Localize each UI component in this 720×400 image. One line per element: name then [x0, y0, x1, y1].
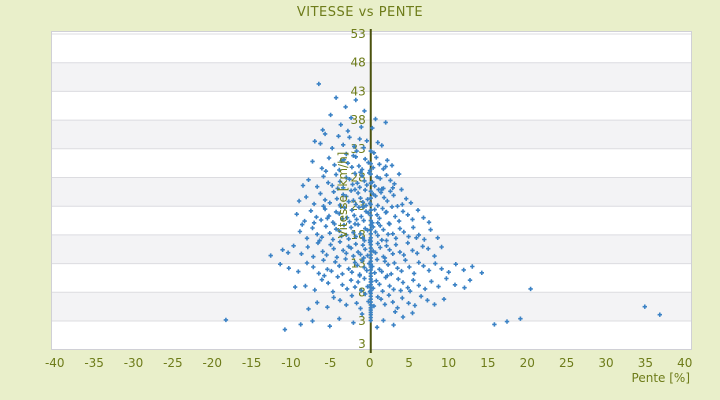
- x-tick-label: 5: [405, 356, 413, 370]
- y-tick-label: 48: [350, 56, 365, 70]
- chart-title: VITESSE vs PENTE: [296, 5, 424, 20]
- x-tick-label: -5: [324, 356, 337, 370]
- x-tick-label: 15: [480, 356, 496, 370]
- x-tick-label: 20: [519, 356, 535, 370]
- y-axis-title: Vitesse [km/h]: [336, 151, 350, 239]
- y-axis-min-label: 3: [358, 337, 366, 351]
- y-tick-label: 43: [350, 84, 365, 98]
- x-axis-title: Pente [%]: [631, 371, 690, 385]
- plot-area: 53 48 43 38 33 28 23 18 13 8 3 3: [51, 27, 692, 353]
- x-tick-label: -10: [281, 356, 301, 370]
- y-tick-label: 53: [350, 27, 365, 41]
- x-tick-label: -40: [44, 356, 65, 370]
- x-tick-label: -35: [84, 356, 104, 370]
- x-tick-label: -20: [202, 356, 223, 370]
- x-tick-label: 40: [677, 356, 693, 370]
- x-tick-label: 0: [365, 356, 374, 370]
- y-tick-label: 38: [350, 113, 365, 127]
- x-tick-label: 10: [440, 356, 457, 370]
- x-tick-label: -25: [163, 356, 183, 370]
- data-points: [223, 81, 662, 332]
- x-tick-label: 25: [558, 356, 575, 370]
- y-tick-label: 3: [358, 314, 366, 328]
- x-tick-label: 30: [598, 356, 614, 370]
- x-tick-label: -15: [241, 356, 262, 370]
- x-tick-label: 35: [637, 356, 654, 370]
- x-axis-tick-labels: -40 -35 -30 -25 -20 -15 -10 -5 0 5 10 15 20 25 30 35 40: [0, 356, 720, 372]
- x-tick-label: -30: [123, 356, 144, 370]
